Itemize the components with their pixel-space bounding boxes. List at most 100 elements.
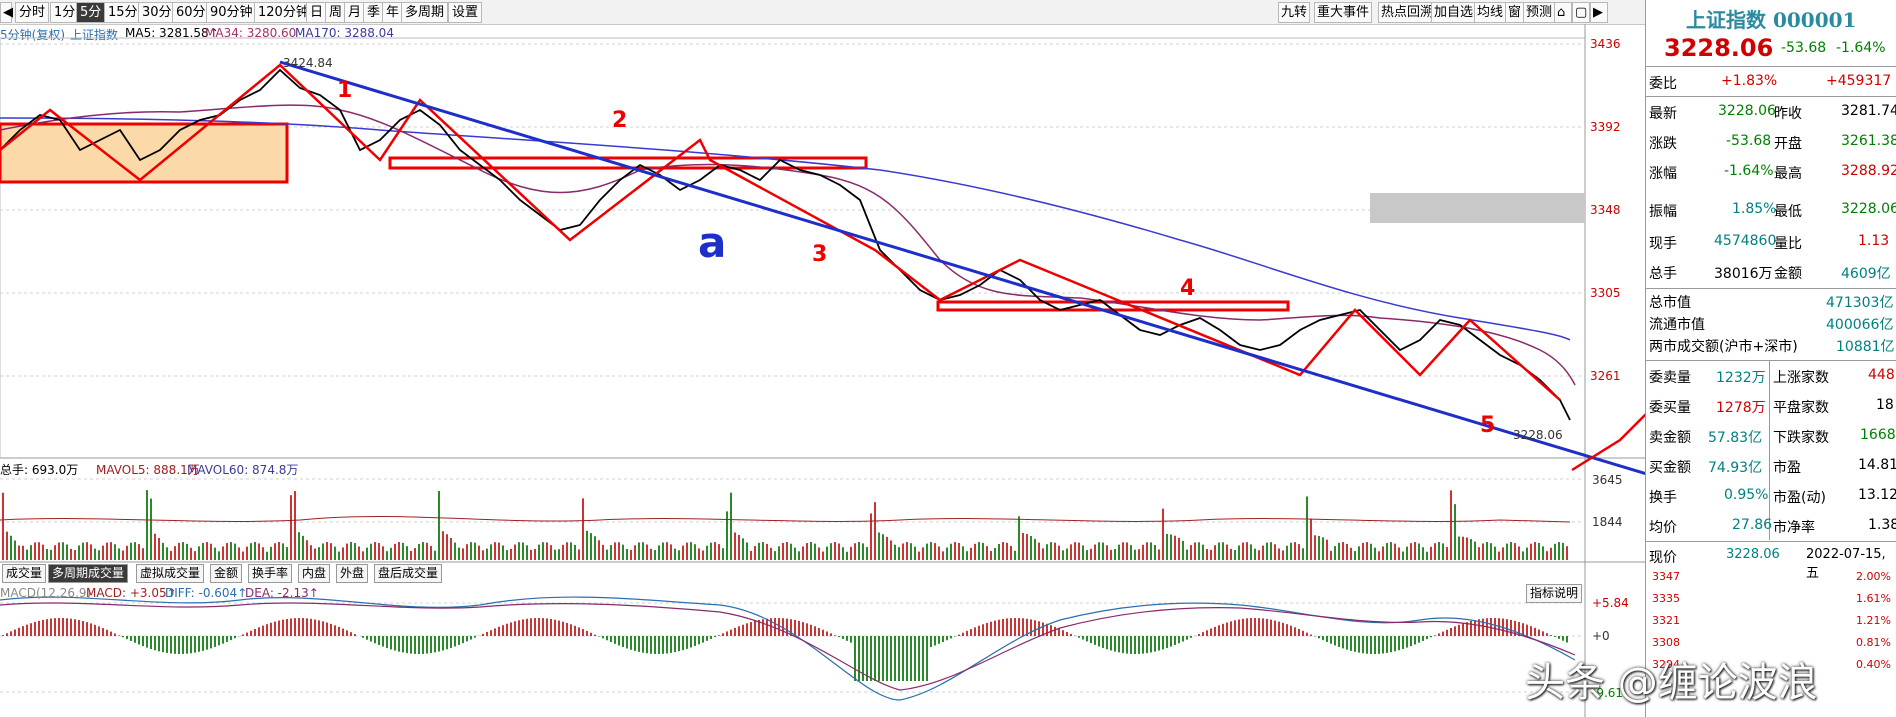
- macd-bar: [1566, 636, 1568, 643]
- bottom-tab-turnover[interactable]: 换手率: [248, 564, 293, 583]
- tool-add-watchlist[interactable]: 加自选: [1431, 2, 1477, 23]
- scroll-left-icon[interactable]: ◀: [0, 2, 13, 23]
- volume-bar: [1474, 541, 1476, 560]
- macd-bar: [854, 636, 856, 681]
- restore-icon[interactable]: ▢: [1572, 2, 1590, 23]
- volume-bar: [1198, 542, 1200, 560]
- bottom-tab-virtual-volume[interactable]: 虚拟成交量: [136, 564, 205, 583]
- quote-label-volume-ratio: 量比: [1774, 236, 1802, 252]
- macd-bar: [1006, 618, 1008, 636]
- mini-axis-left-2: 3335: [1652, 592, 1680, 605]
- volume-bar: [886, 536, 888, 560]
- macd-bar: [354, 634, 356, 636]
- scroll-end-icon[interactable]: ▶: [1590, 2, 1608, 23]
- volume-bar: [1046, 544, 1048, 560]
- macd-bar: [926, 636, 928, 681]
- period-tab-13[interactable]: 年: [382, 2, 404, 23]
- tool-events[interactable]: 重大事件: [1314, 2, 1373, 23]
- macd-bar: [974, 627, 976, 636]
- tool-jiuzhuan[interactable]: 九转: [1278, 2, 1311, 23]
- macd-bar: [582, 629, 584, 636]
- bottom-tab-inner[interactable]: 内盘: [298, 564, 331, 583]
- macd-bar: [386, 636, 388, 649]
- quote-value-change-pct: -1.64%: [1724, 163, 1774, 179]
- macd-bar: [878, 636, 880, 681]
- period-tab-1[interactable]: 分时: [15, 2, 50, 23]
- macd-bar: [558, 620, 560, 636]
- macd-bar: [374, 636, 376, 644]
- volume-bar: [334, 546, 336, 560]
- tool-forecast[interactable]: 预测: [1523, 2, 1556, 23]
- indicator-help-button[interactable]: 指标说明: [1526, 584, 1583, 603]
- macd-bar: [246, 632, 248, 636]
- diff-readout: DIFF: -0.604↑: [165, 586, 248, 600]
- macd-bar: [978, 625, 980, 636]
- period-tab-3[interactable]: 5分: [76, 2, 106, 23]
- macd-bar: [1530, 626, 1532, 636]
- period-tab-2[interactable]: 1分: [50, 2, 80, 23]
- volume-bar: [1174, 535, 1176, 560]
- quote-label-amplitude: 振幅: [1649, 204, 1677, 220]
- tool-hotspot[interactable]: 热点回溯: [1378, 2, 1437, 23]
- period-tab-5[interactable]: 30分: [138, 2, 176, 23]
- volume-bar: [818, 547, 820, 560]
- lock-icon[interactable]: ⌂: [1554, 2, 1572, 23]
- volume-bar: [294, 491, 296, 560]
- volume-bar: [450, 538, 452, 560]
- macd-bar: [1134, 636, 1136, 654]
- period-tab-6[interactable]: 60分: [172, 2, 210, 23]
- period-tab-11[interactable]: 月: [344, 2, 366, 23]
- macd-bar: [278, 620, 280, 636]
- macd-bar: [1534, 627, 1536, 636]
- volume-bar: [266, 551, 268, 560]
- bottom-tab-multi-volume[interactable]: 多周期成交量: [48, 564, 129, 583]
- volume-bar: [238, 547, 240, 560]
- macd-bar: [190, 636, 192, 654]
- bottom-tab-outer[interactable]: 外盘: [336, 564, 369, 583]
- volume-bar: [1138, 549, 1140, 560]
- macd-bar: [1102, 636, 1104, 648]
- volume-bar: [262, 547, 264, 560]
- macd-bar: [554, 619, 556, 636]
- macd-bar: [30, 623, 32, 636]
- volume-bar: [130, 542, 132, 560]
- volume-bar: [1482, 543, 1484, 560]
- period-tab-14[interactable]: 多周期: [401, 2, 449, 23]
- period-tab-9[interactable]: 日: [306, 2, 328, 23]
- macd-bar: [1554, 636, 1556, 637]
- volume-bar: [1446, 547, 1448, 560]
- bottom-tab-after-hours[interactable]: 盘后成交量: [374, 564, 443, 583]
- volume-bar: [434, 550, 436, 560]
- period-tab-10[interactable]: 周: [325, 2, 347, 23]
- period-tab-8[interactable]: 120分钟: [254, 2, 313, 23]
- macd-bar: [1146, 636, 1148, 654]
- period-tab-4[interactable]: 15分: [104, 2, 142, 23]
- period-tab-12[interactable]: 季: [363, 2, 385, 23]
- macd-bar: [110, 631, 112, 636]
- quote-value-current-vol: 4574860: [1714, 233, 1777, 249]
- macd-bar: [318, 620, 320, 636]
- tool-ma[interactable]: 均线: [1474, 2, 1507, 23]
- macd-bar: [266, 624, 268, 636]
- period-tab-15[interactable]: 设置: [448, 2, 483, 23]
- bottom-tab-volume[interactable]: 成交量: [2, 564, 47, 583]
- volume-bar: [638, 542, 640, 560]
- period-tab-7[interactable]: 90分钟: [206, 2, 257, 23]
- macd-bar: [1390, 636, 1392, 653]
- macd-bar: [46, 619, 48, 636]
- volume-bar: [1470, 539, 1472, 560]
- macd-bar: [1482, 618, 1484, 636]
- macd-bar: [790, 619, 792, 636]
- tool-window[interactable]: 窗: [1505, 2, 1525, 23]
- bottom-tab-amount[interactable]: 金额: [210, 564, 243, 583]
- macd-bar: [350, 632, 352, 636]
- volume-bar: [790, 543, 792, 560]
- volume-bar: [142, 548, 144, 560]
- mini-axis-left-1: 3347: [1652, 570, 1680, 583]
- volume-bar: [146, 490, 148, 560]
- macd-bar: [802, 622, 804, 636]
- macd-bar: [222, 636, 224, 644]
- kline-chart[interactable]: [0, 24, 1645, 717]
- volume-bar: [998, 543, 1000, 560]
- volume-bar: [878, 532, 880, 560]
